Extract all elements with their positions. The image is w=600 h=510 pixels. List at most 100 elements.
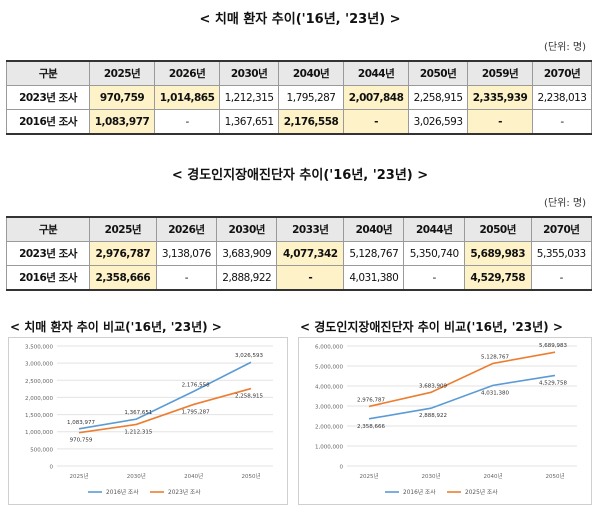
x-tick-label: 2025년	[69, 472, 88, 480]
data-label: 2,176,558	[182, 382, 210, 388]
column-header-year: 2030년	[216, 216, 278, 242]
column-header-year: 2070년	[530, 216, 593, 242]
table-cell: 2,335,939	[466, 85, 534, 110]
table-header-row: 구분 2025년 2026년 2030년 2040년 2044년 2050년 2059년 207…	[6, 60, 592, 86]
table-cell: 3,138,076	[155, 241, 218, 266]
chart-mci-comparison: 0 1,000,000 2,000,000 3,000,000 4,000,000 5,0…	[315, 343, 577, 496]
table-cell: 4,031,380	[343, 265, 405, 291]
data-label: 3,026,593	[235, 353, 263, 359]
table2-title: < 경도인지장애진단자 추이('16년, '23년) >	[171, 168, 429, 183]
data-label: 1,367,651	[124, 410, 152, 416]
table-cell: 5,350,740	[403, 241, 465, 266]
table1-unit: (단위: 명)	[544, 42, 586, 53]
column-header-year: 2040년	[343, 216, 405, 242]
y-tick-label: 2,000,000	[25, 396, 53, 402]
data-label: 5,128,767	[481, 354, 509, 360]
y-tick-label: 1,000,000	[25, 430, 53, 436]
y-tick-label: 0	[50, 465, 54, 471]
data-label: 4,529,758	[539, 380, 567, 386]
column-header-year: 2033년	[276, 216, 345, 242]
series-line	[368, 351, 556, 408]
y-tick-label: 4,000,000	[315, 385, 343, 391]
x-tick-label: 2040년	[483, 472, 502, 480]
column-header-category: 구분	[6, 60, 90, 86]
column-header-year: 2040년	[277, 60, 345, 86]
x-tick-label: 2030년	[421, 472, 440, 480]
data-label: 970,759	[70, 438, 93, 444]
y-tick-label: 6,000,000	[315, 345, 343, 351]
table-cell: 1,212,315	[219, 85, 279, 110]
data-label: 2,976,787	[357, 397, 385, 403]
table-cell: 2,976,787	[89, 241, 157, 266]
table-cell: 2,358,666	[89, 265, 157, 291]
data-label: 3,683,909	[419, 383, 447, 389]
table-cell: 1,795,287	[277, 85, 345, 110]
table-cell: 1,014,865	[154, 85, 221, 110]
chart2-container: 0 1,000,000 2,000,000 3,000,000 4,000,000 5,0…	[298, 337, 592, 505]
row-label: 2023년 조사	[6, 241, 90, 266]
series-line	[78, 387, 252, 434]
table-cell: 2,176,558	[277, 109, 345, 135]
table-cell: 5,689,983	[463, 241, 532, 266]
table-row: 2016년 조사 1,083,977-1,367,651 2,176,558-3,0…	[6, 109, 592, 135]
column-header-year: 2026년	[154, 60, 221, 86]
data-label: 2,358,666	[357, 424, 385, 430]
x-tick-label: 2050년	[241, 472, 260, 480]
table-cell: -	[466, 109, 534, 135]
table-cell: -	[530, 265, 593, 291]
column-header-year: 2044년	[343, 60, 410, 86]
table-header-row: 구분 2025년 2026년 2030년 2033년 2040년 2044년 2050년 207…	[6, 216, 593, 242]
table-cell: -	[343, 109, 410, 135]
column-header-year: 2070년	[532, 60, 592, 86]
table-cell: 5,355,033	[530, 241, 593, 266]
data-label: 2,258,915	[235, 394, 263, 400]
table-cell: 5,128,767	[343, 241, 405, 266]
table-cell: 2,258,915	[408, 85, 468, 110]
column-header-year: 2044년	[403, 216, 465, 242]
column-header-year: 2025년	[88, 60, 156, 86]
y-tick-label: 1,500,000	[25, 413, 53, 419]
table-cell: 2,007,848	[343, 85, 410, 110]
chart1-container: 0 500,000 1,000,000 1,500,000 2,000,000 2,500…	[8, 337, 288, 505]
table-cell: 970,759	[88, 85, 156, 110]
table-dementia-patients: 구분 2025년 2026년 2030년 2040년 2044년 2050년 2059년 207…	[6, 60, 592, 135]
table-cell: -	[276, 265, 345, 291]
chart1-title: < 치매 환자 추이 비교('16년, '23년) >	[10, 320, 222, 334]
data-label: 1,795,287	[182, 409, 210, 415]
column-header-year: 2025년	[89, 216, 157, 242]
legend-label: 2016년 조사	[106, 488, 139, 496]
table-cell: -	[532, 109, 592, 135]
table-cell: 4,077,342	[276, 241, 345, 266]
table-row: 2023년 조사 970,759 1,014,865 1,212,315 1,795,2…	[6, 85, 592, 110]
table2-unit: (단위: 명)	[544, 198, 586, 209]
data-label: 1,083,977	[67, 420, 95, 426]
series-line	[368, 374, 556, 420]
table1-title: < 치매 환자 추이('16년, '23년) >	[199, 12, 401, 27]
x-tick-label: 2030년	[127, 472, 146, 480]
x-tick-label: 2025년	[359, 472, 378, 480]
table-cell: -	[155, 265, 218, 291]
row-label: 2023년 조사	[6, 85, 90, 110]
series-line	[78, 361, 252, 430]
column-header-year: 2059년	[466, 60, 534, 86]
y-tick-label: 3,000,000	[315, 405, 343, 411]
x-tick-label: 2050년	[545, 472, 564, 480]
column-header-year: 2050년	[408, 60, 468, 86]
legend-label: 2016년 조사	[403, 488, 436, 496]
y-tick-label: 1,000,000	[315, 445, 343, 451]
row-label: 2016년 조사	[6, 265, 90, 291]
table-cell: 1,083,977	[88, 109, 156, 135]
table-row: 2016년 조사 2,358,666-2,888,922-4,031,380-4,…	[6, 265, 593, 291]
table-cell: -	[154, 109, 221, 135]
legend-label: 2023년 조사	[168, 488, 201, 496]
table-cell: 4,529,758	[463, 265, 532, 291]
y-tick-label: 2,000,000	[315, 425, 343, 431]
data-label: 4,031,380	[481, 390, 509, 396]
table-cell: 2,888,922	[216, 265, 278, 291]
chart2-title: < 경도인지장애진단자 추이 비교('16년, '23년) >	[300, 320, 563, 334]
column-header-year: 2030년	[219, 60, 279, 86]
column-header-year: 2050년	[463, 216, 532, 242]
table-mci-patients: 구분 2025년 2026년 2030년 2033년 2040년 2044년 2050년 207…	[6, 216, 593, 291]
y-tick-label: 3,500,000	[25, 345, 53, 351]
column-header-year: 2026년	[155, 216, 218, 242]
